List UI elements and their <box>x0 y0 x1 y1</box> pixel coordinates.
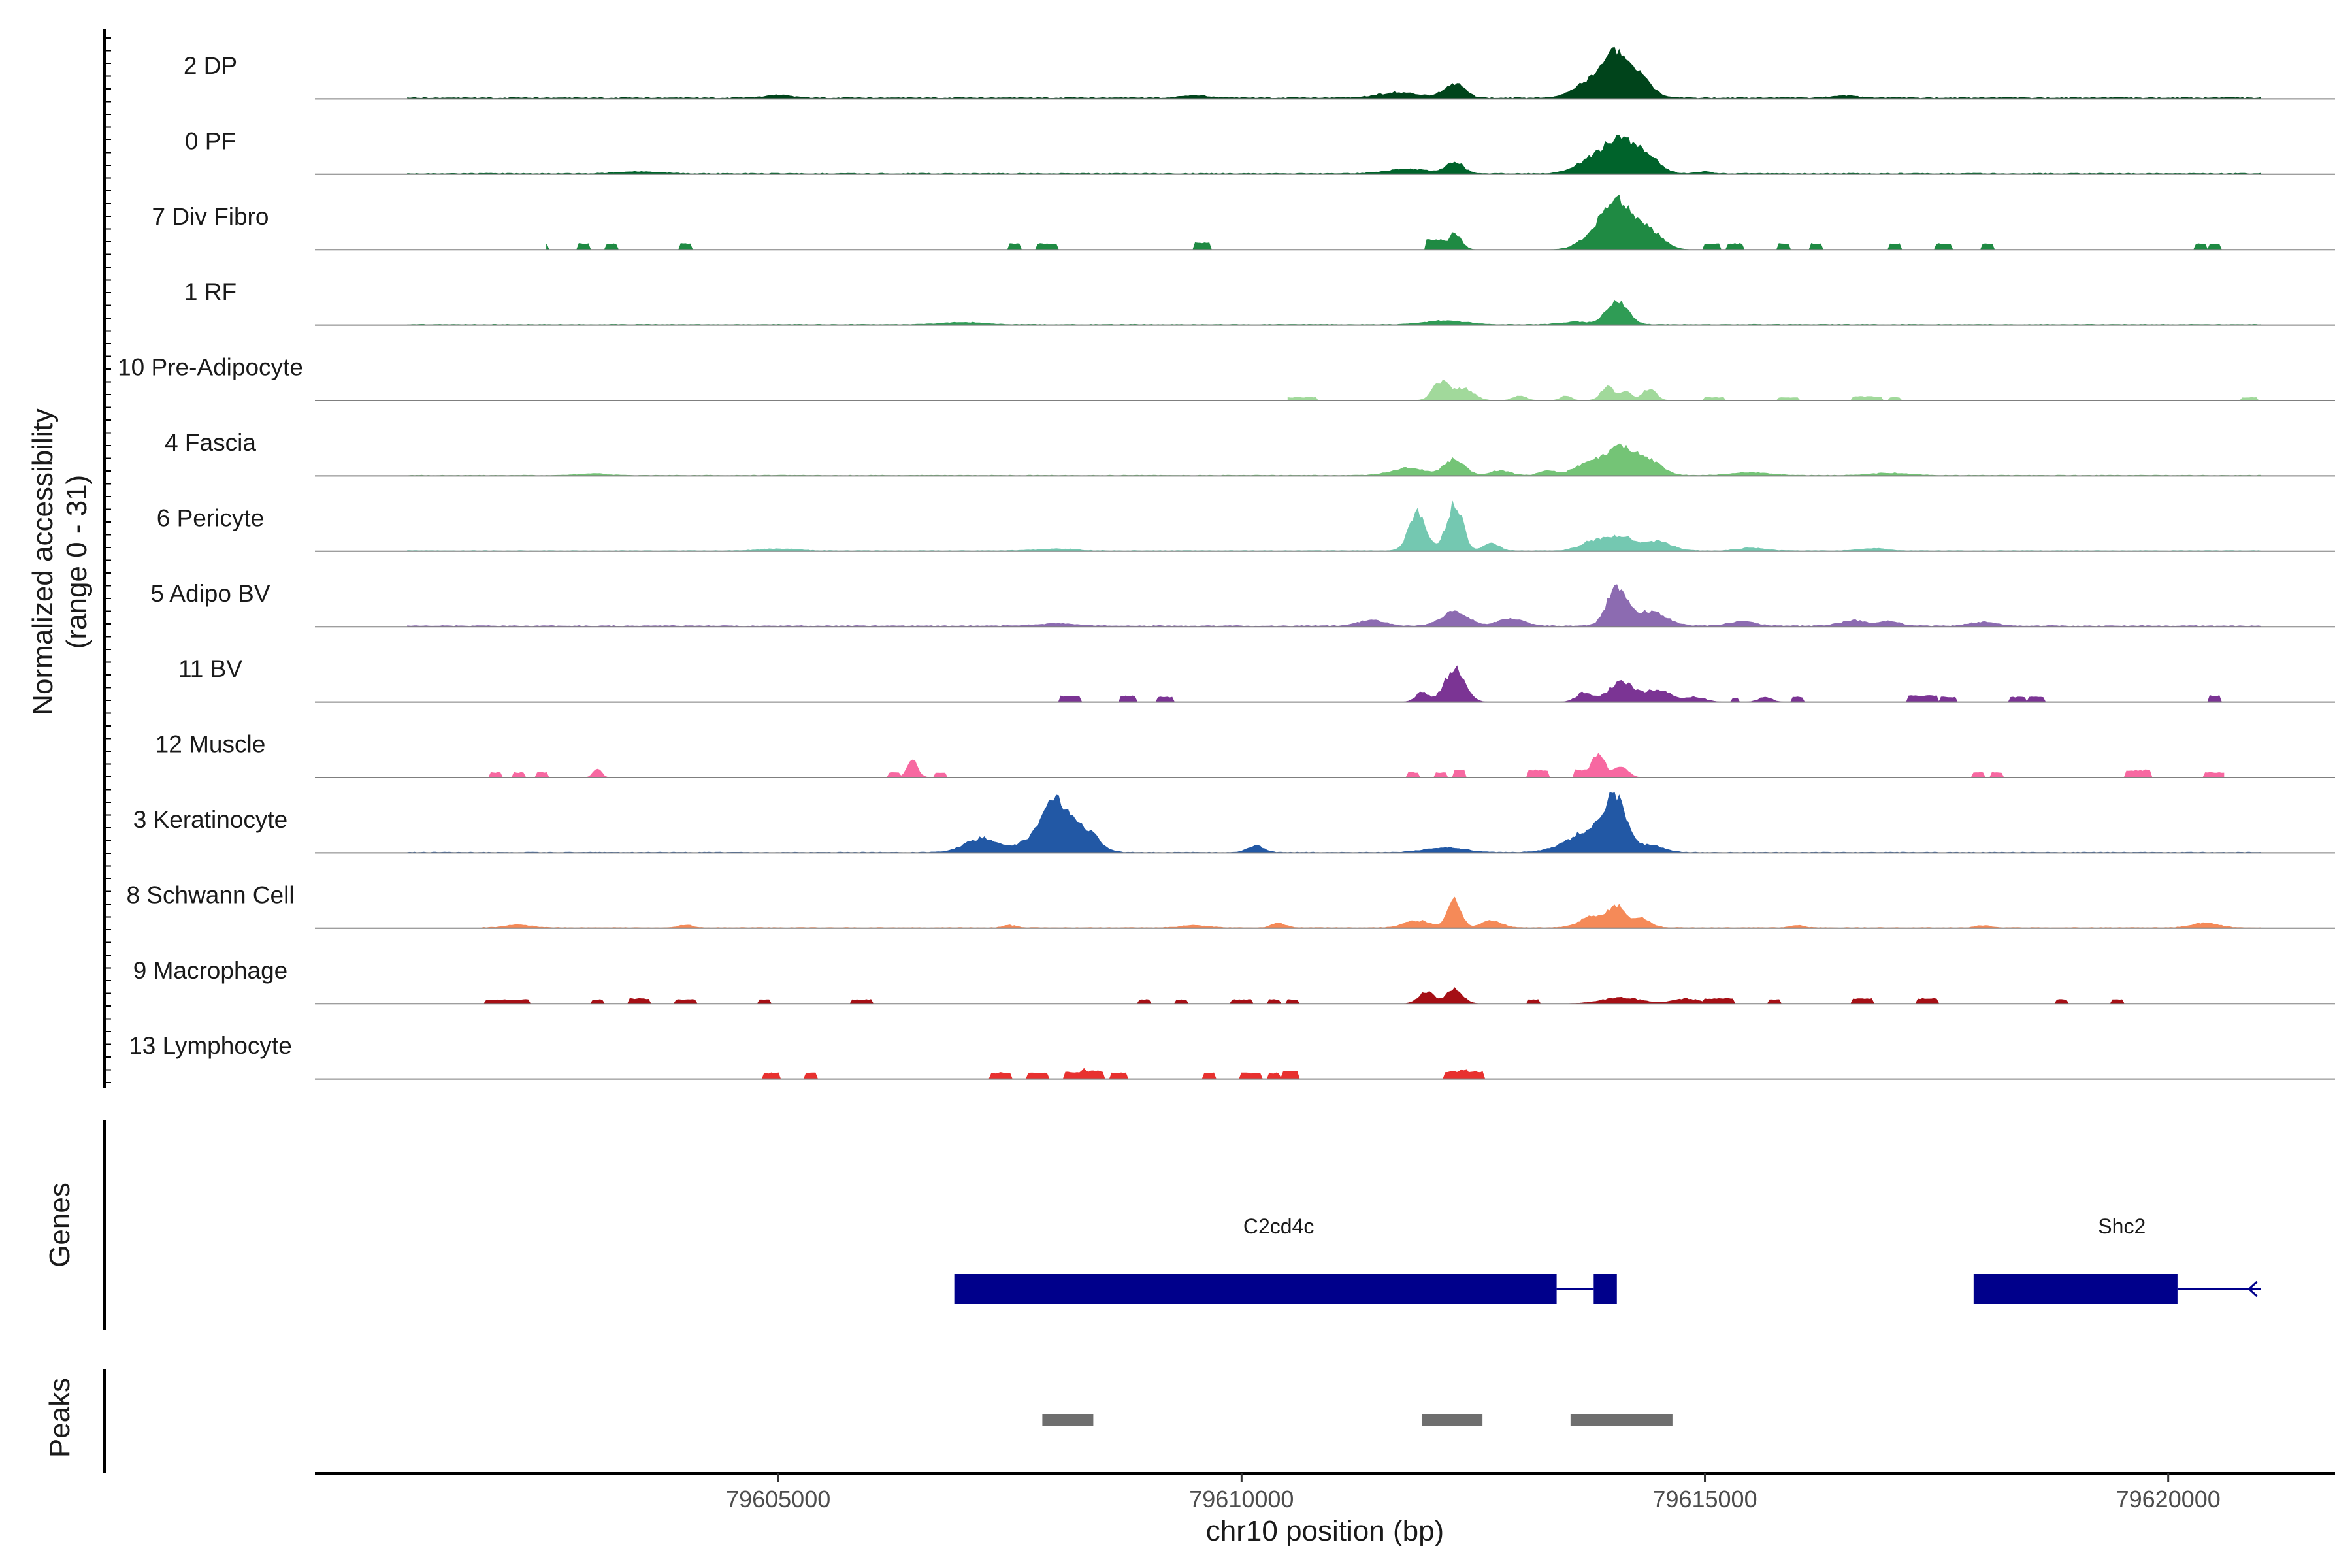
track-8-schwann-cell: 8 Schwann Cell <box>126 881 2335 929</box>
track-label: 12 Muscle <box>155 731 266 758</box>
track-label: 9 Macrophage <box>133 957 288 984</box>
x-tick-label: 79605000 <box>726 1486 830 1512</box>
coverage-area <box>482 753 2225 778</box>
gene-exon <box>1593 1274 1617 1304</box>
track-9-macrophage: 9 Macrophage <box>133 957 2335 1005</box>
track-6-pericyte: 6 Pericyte <box>157 500 2335 552</box>
track-1-rf: 1 RF <box>184 278 2335 326</box>
x-tick-label: 79615000 <box>1652 1486 1757 1512</box>
track-5-adipo-bv: 5 Adipo BV <box>150 580 2335 628</box>
track-label: 8 Schwann Cell <box>126 881 294 908</box>
x-axis: chr10 position (bp) 79605000 79610000 7961… <box>315 1472 2335 1547</box>
y-axis-title-line2: (range 0 - 31) <box>61 475 93 649</box>
track-label: 10 Pre-Adipocyte <box>118 354 303 381</box>
coverage-tracks: 2 DP 0 PF 7 Div Fibro 1 RF 10 Pre-Adipocyte 4… <box>118 46 2335 1080</box>
peaks-title: Peaks <box>44 1378 76 1458</box>
coverage-area <box>407 584 2261 627</box>
coverage-area <box>407 443 2261 476</box>
coverage-area <box>407 299 2261 326</box>
strand-arrow <box>2247 1281 2258 1298</box>
track-label: 7 Div Fibro <box>152 203 269 230</box>
track-label: 5 Adipo BV <box>150 580 270 607</box>
track-label: 4 Fascia <box>165 429 256 456</box>
coverage-area <box>407 792 2261 853</box>
track-label: 13 Lymphocyte <box>129 1032 292 1059</box>
track-3-keratinocyte: 3 Keratinocyte <box>133 792 2335 854</box>
track-13-lymphocyte: 13 Lymphocyte <box>129 1032 2335 1080</box>
coverage-area <box>407 46 2261 99</box>
coverage-area <box>546 194 2252 251</box>
coverage-area <box>407 135 2261 175</box>
track-7-div-fibro: 7 Div Fibro <box>152 194 2335 251</box>
peaks-track: Peaks <box>44 1369 1673 1473</box>
track-11-bv: 11 BV <box>178 655 2335 703</box>
x-tick-label: 79610000 <box>1189 1486 1294 1512</box>
coverage-area <box>1287 379 2261 401</box>
peak-region <box>1422 1414 1483 1426</box>
track-label: 0 PF <box>185 127 236 154</box>
track-label: 11 BV <box>178 655 242 682</box>
track-label: 2 DP <box>184 52 237 79</box>
track-label: 1 RF <box>184 278 237 305</box>
coverage-area <box>759 1068 1501 1080</box>
y-axis-title: Normalized accessibility (range 0 - 31) <box>27 408 93 715</box>
x-axis-title: chr10 position (bp) <box>1206 1515 1444 1547</box>
gene-c2cd4c: C2cd4c <box>954 1215 1617 1304</box>
gene-label: C2cd4c <box>1243 1215 1315 1238</box>
left-axis <box>103 29 111 1088</box>
track-label: 3 Keratinocyte <box>133 806 288 833</box>
coverage-area <box>481 896 2261 929</box>
track-12-muscle: 12 Muscle <box>155 731 2335 778</box>
y-axis-title-line1: Normalized accessibility <box>27 408 59 715</box>
track-10-pre-adipocyte: 10 Pre-Adipocyte <box>118 354 2335 401</box>
peak-region <box>1042 1414 1094 1426</box>
coverage-area <box>482 987 2261 1004</box>
genes-title: Genes <box>44 1183 76 1267</box>
gene-exon <box>1973 1274 2178 1304</box>
track-2-dp: 2 DP <box>184 46 2335 100</box>
track-0-pf: 0 PF <box>185 127 2335 175</box>
gene-label: Shc2 <box>2098 1215 2146 1238</box>
track-label: 6 Pericyte <box>157 504 265 531</box>
coverage-area <box>1056 665 2224 703</box>
genes-track: Genes C2cd4c Shc2 <box>44 1120 2261 1330</box>
gene-exon <box>954 1274 1557 1304</box>
coverage-area <box>407 500 2261 552</box>
gene-shc2: Shc2 <box>1973 1215 2261 1304</box>
peak-region <box>1570 1414 1673 1426</box>
track-4-fascia: 4 Fascia <box>165 429 2335 477</box>
x-tick-label: 79620000 <box>2116 1486 2221 1512</box>
